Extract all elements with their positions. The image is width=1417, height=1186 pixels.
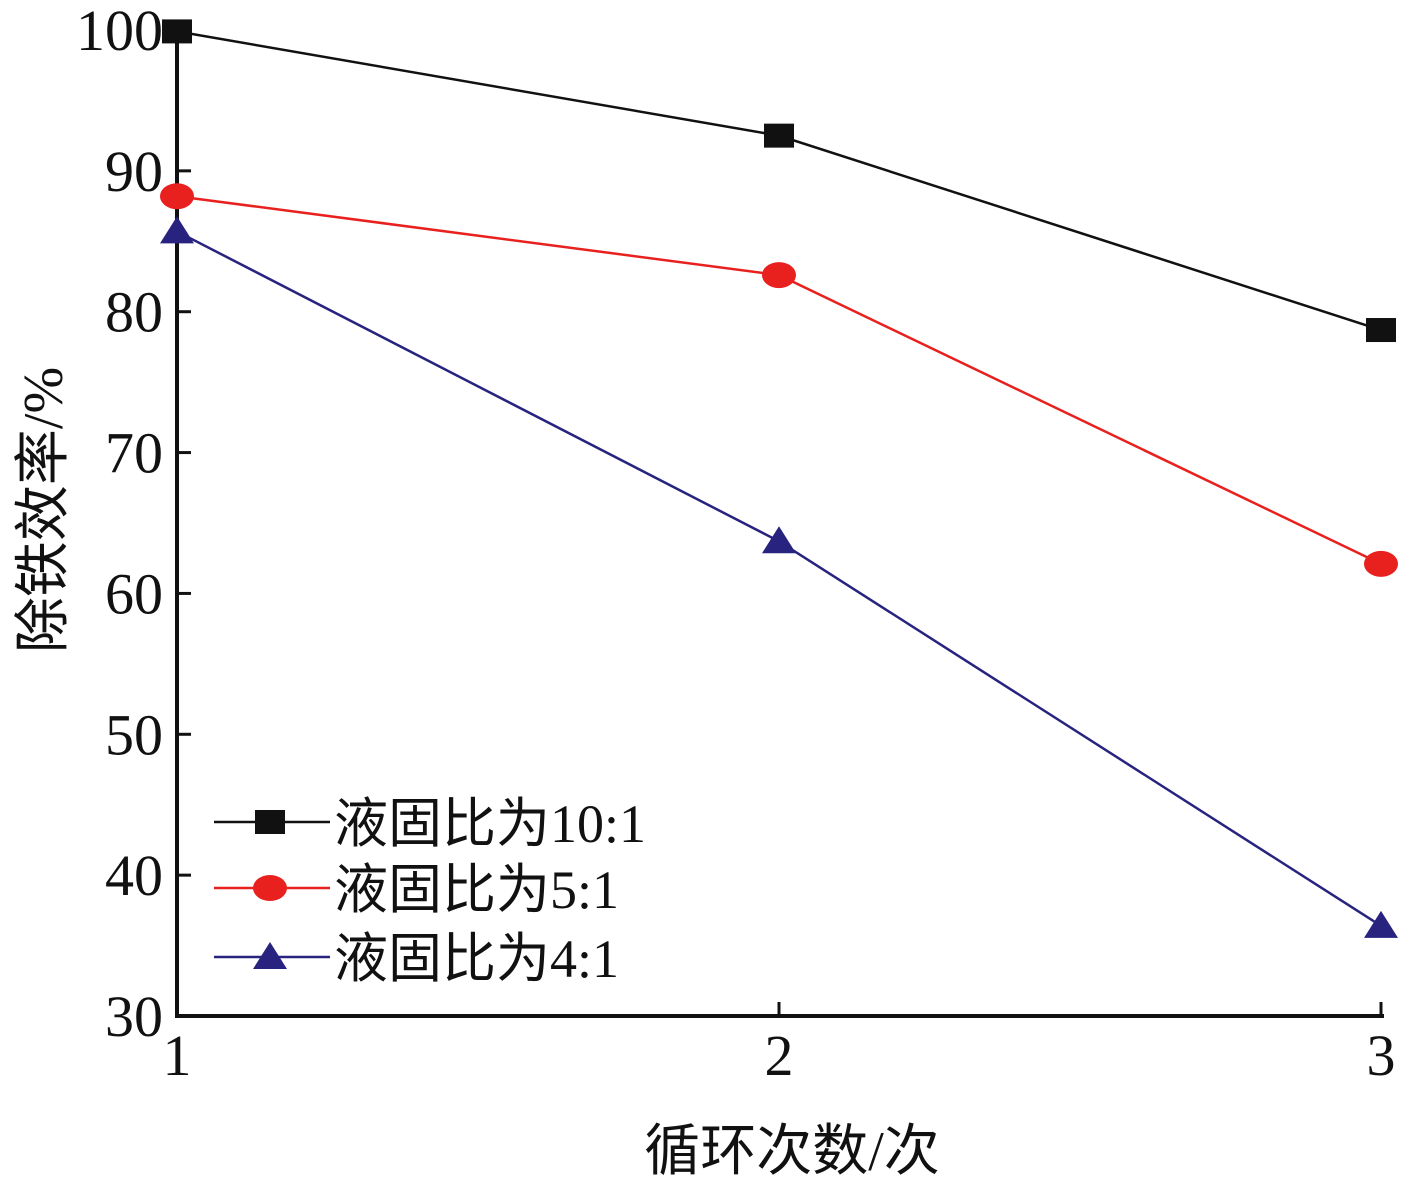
- legend-marker: [253, 942, 287, 969]
- series-3: [160, 216, 1398, 938]
- legend-label: 液固比为4:1: [334, 929, 619, 989]
- series-line: [176, 194, 1382, 565]
- y-tick-label: 100: [76, 0, 163, 63]
- legend-item: 液固比为10:1: [214, 794, 646, 854]
- data-point: [160, 216, 194, 244]
- legend-label: 液固比为5:1: [334, 860, 619, 920]
- data-point: [1364, 910, 1398, 938]
- y-axis-title: 除铁效率/%: [13, 367, 75, 653]
- data-point: [762, 526, 796, 554]
- legend-marker: [253, 875, 287, 901]
- series-group: [160, 19, 1398, 938]
- data-point: [1364, 550, 1398, 577]
- data-point: [764, 123, 794, 148]
- legend-item: 液固比为5:1: [214, 860, 619, 920]
- x-axis-title: 循环次数/次: [644, 1121, 940, 1181]
- y-tick-label: 30: [105, 984, 163, 1049]
- y-tick-label: 90: [105, 139, 163, 204]
- legend-item: 液固比为4:1: [214, 929, 619, 989]
- y-tick-label: 60: [105, 561, 163, 626]
- y-tick-label: 80: [105, 280, 163, 345]
- legend-marker: [255, 810, 285, 834]
- x-tick-label: 2: [765, 1023, 794, 1088]
- y-tick-label: 50: [105, 702, 163, 767]
- y-tick-label: 40: [105, 843, 163, 908]
- legend-label: 液固比为10:1: [334, 794, 646, 854]
- data-point: [160, 183, 194, 210]
- y-tick-label: 70: [105, 421, 163, 486]
- x-tick-label: 3: [1367, 1023, 1396, 1088]
- x-tick-label: 1: [163, 1023, 192, 1088]
- series-2: [160, 183, 1398, 577]
- data-point: [1366, 318, 1396, 343]
- ticks: 30 40 50 60 70 80 90 100 1 2 3: [76, 0, 1396, 1088]
- data-point: [162, 19, 192, 44]
- series-1: [162, 19, 1396, 343]
- data-point: [762, 262, 796, 289]
